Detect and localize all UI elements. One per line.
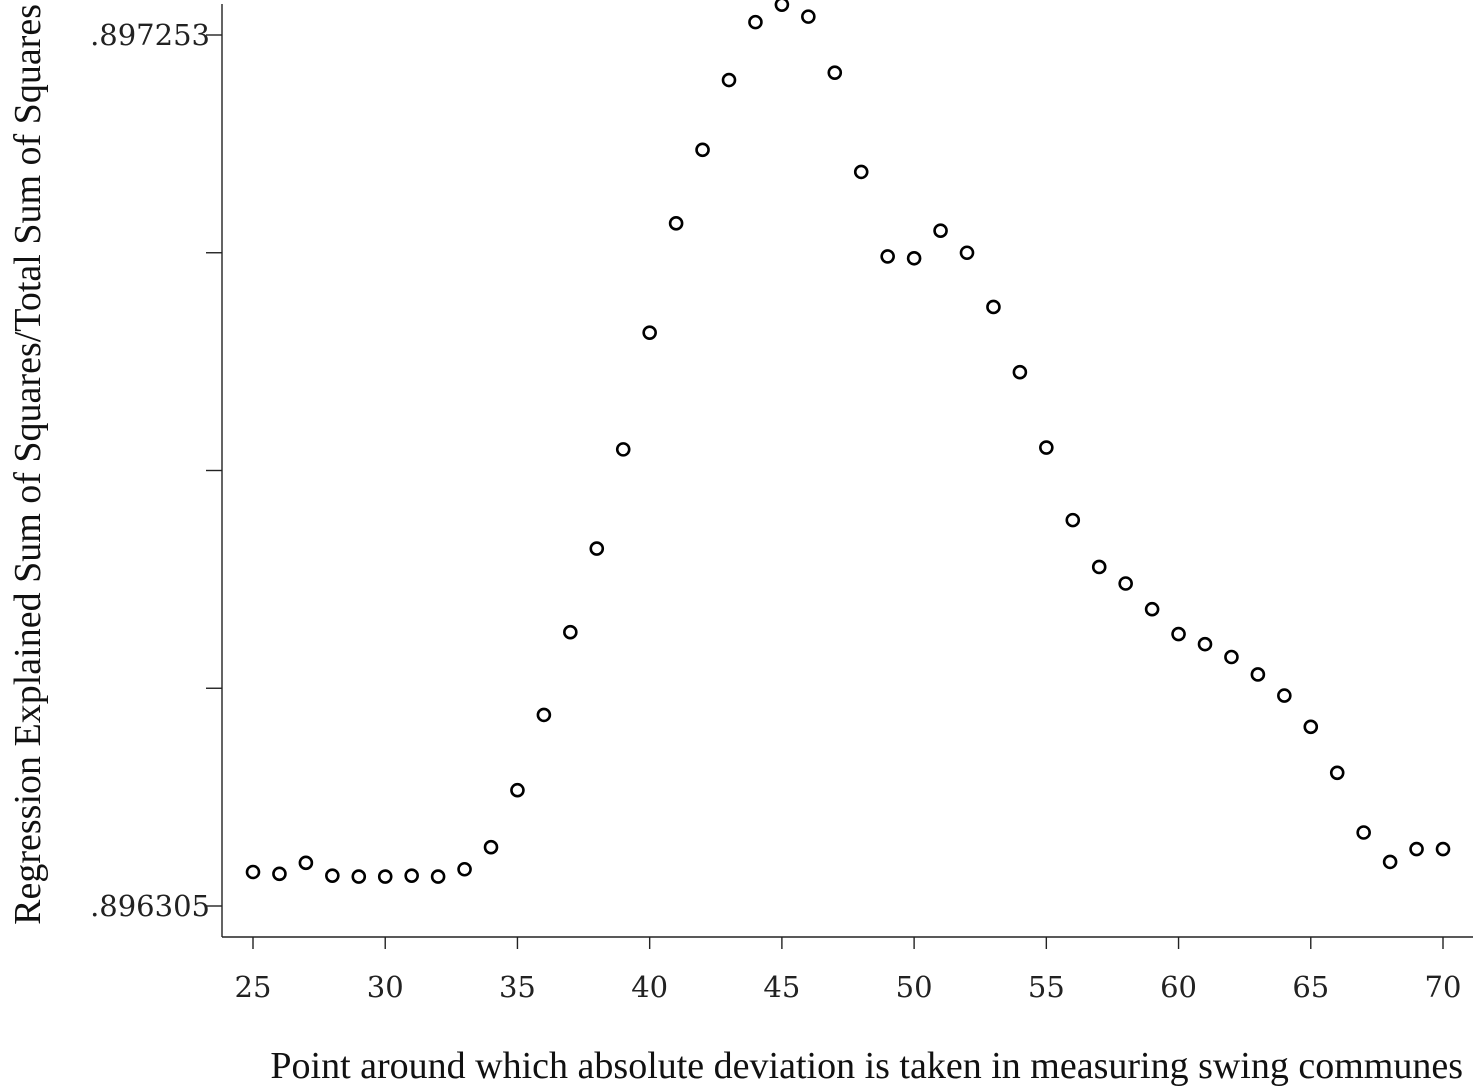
data-point xyxy=(510,782,525,798)
data-point xyxy=(377,869,393,884)
data-point xyxy=(880,249,895,264)
data-point xyxy=(298,855,314,871)
x-tick-label: 65 xyxy=(1292,970,1329,1004)
data-point xyxy=(589,541,605,556)
data-point xyxy=(906,250,922,266)
data-point xyxy=(1012,364,1028,380)
data-point xyxy=(959,245,975,261)
data-point xyxy=(1065,512,1081,528)
x-axis-title: Point around which absolute deviation is… xyxy=(270,1045,1463,1087)
data-point xyxy=(774,0,790,12)
data-point xyxy=(1435,841,1451,857)
data-point xyxy=(801,9,816,24)
data-point xyxy=(748,14,763,30)
data-point xyxy=(536,707,552,723)
x-tick-label: 55 xyxy=(1028,970,1065,1004)
data-point xyxy=(1224,649,1239,665)
data-point xyxy=(404,868,419,883)
data-point xyxy=(1303,719,1319,735)
axes xyxy=(221,4,1473,938)
data-point xyxy=(245,864,261,880)
data-point xyxy=(1118,576,1133,591)
x-tick-label: 30 xyxy=(367,970,404,1004)
data-point xyxy=(853,164,869,180)
x-tick-label: 45 xyxy=(763,970,800,1004)
x-tick-label: 35 xyxy=(499,970,536,1004)
y-axis-title: Regression Explained Sum of Squares/Tota… xyxy=(7,4,49,925)
data-point xyxy=(1197,636,1213,652)
data-point xyxy=(1356,825,1371,840)
x-tick-label: 25 xyxy=(235,970,272,1004)
data-point xyxy=(563,624,578,640)
x-tick-label: 40 xyxy=(631,970,668,1004)
y-tick-label: .897253 xyxy=(90,18,210,52)
data-point xyxy=(1277,688,1292,703)
x-tick-label: 70 xyxy=(1425,970,1462,1004)
data-point xyxy=(1144,601,1160,617)
data-point xyxy=(430,869,446,884)
data-point xyxy=(1171,626,1186,642)
data-point xyxy=(1329,765,1345,781)
data-point xyxy=(827,65,843,80)
x-tick-label: 60 xyxy=(1160,970,1197,1004)
data-point xyxy=(325,868,340,883)
data-point xyxy=(457,861,472,877)
data-point xyxy=(1039,440,1054,455)
data-point xyxy=(721,72,737,88)
x-tick-label: 50 xyxy=(896,970,933,1004)
x-axis-ticks: 25 30 35 40 45 50 55 60 65 70 xyxy=(235,937,1462,1004)
data-point xyxy=(483,839,499,855)
data-points xyxy=(245,0,1451,884)
data-point xyxy=(642,325,657,340)
data-point xyxy=(272,866,287,882)
y-tick-label: .896305 xyxy=(90,889,210,923)
data-point xyxy=(615,442,631,457)
data-point xyxy=(1091,559,1107,575)
data-point xyxy=(1250,667,1266,682)
data-point xyxy=(933,223,948,238)
data-point xyxy=(351,869,367,884)
y-axis-ticks: .897253 .896305 xyxy=(90,18,222,923)
data-point xyxy=(668,216,684,231)
data-point xyxy=(1409,841,1424,857)
data-point xyxy=(986,299,1001,315)
data-point xyxy=(1382,854,1398,870)
data-point xyxy=(695,142,710,158)
